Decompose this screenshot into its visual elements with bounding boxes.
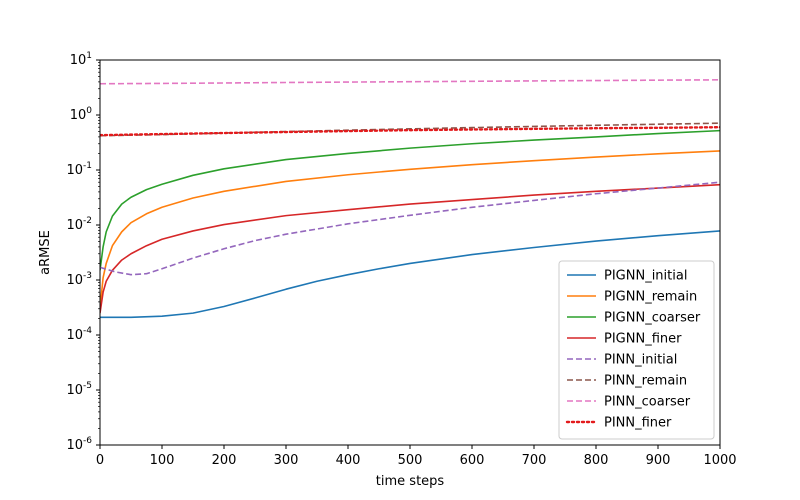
y-axis-title: aRMSE [38,230,53,275]
y-tick-label: 101 [70,51,92,68]
y-tick-label: 100 [70,106,93,123]
legend-label: PINN_coarser [604,395,691,410]
x-tick-label: 1000 [703,453,736,468]
series-line-pignn-initial [100,230,720,319]
y-tick-label: 10-2 [66,216,92,233]
x-axis: 0 100 200 300 400 500 600 700 800 900 1000 [96,445,737,468]
series-line-pignn-coarser [100,129,720,271]
x-tick-label: 800 [584,453,609,468]
legend-label: PINN_finer [604,416,672,431]
y-tick-label: 10-6 [66,436,92,453]
x-tick-label: 200 [212,453,237,468]
x-axis-title: time steps [376,474,445,489]
legend-label: PIGNN_remain [604,290,697,305]
series-line-pinn-coarser [100,79,720,85]
x-tick-label: 400 [336,453,361,468]
legend-label: PINN_remain [604,374,687,389]
x-tick-label: 500 [398,453,423,468]
legend-label: PIGNN_initial [604,269,687,284]
series-line-pinn-remain [100,122,720,137]
legend-label: PIGNN_finer [604,332,682,347]
x-tick-label: 100 [150,453,175,468]
legend: PIGNN_initial PIGNN_remain PIGNN_coarser PI… [558,260,715,440]
plot-lines [100,79,720,319]
y-tick-label: 10-5 [66,381,92,398]
x-tick-label: 600 [460,453,485,468]
series-line-pignn-remain [100,150,720,309]
x-tick-label: 300 [274,453,299,468]
x-tick-label: 0 [96,453,104,468]
y-tick-label: 10-4 [66,326,92,343]
series-line-pignn-finer [100,183,720,314]
y-tick-label: 10-1 [66,161,92,178]
series-line-pinn-initial [100,181,720,276]
y-axis: 10-6 10-5 10-4 10-3 10-2 10-1 100 101 [66,51,100,453]
legend-label: PINN_initial [604,353,677,368]
legend-box [558,260,715,440]
series-line-pinn-finer [100,125,720,137]
x-tick-label: 900 [646,453,671,468]
x-tick-label: 700 [522,453,547,468]
legend-label: PIGNN_coarser [604,311,701,326]
y-tick-label: 10-3 [66,271,92,288]
